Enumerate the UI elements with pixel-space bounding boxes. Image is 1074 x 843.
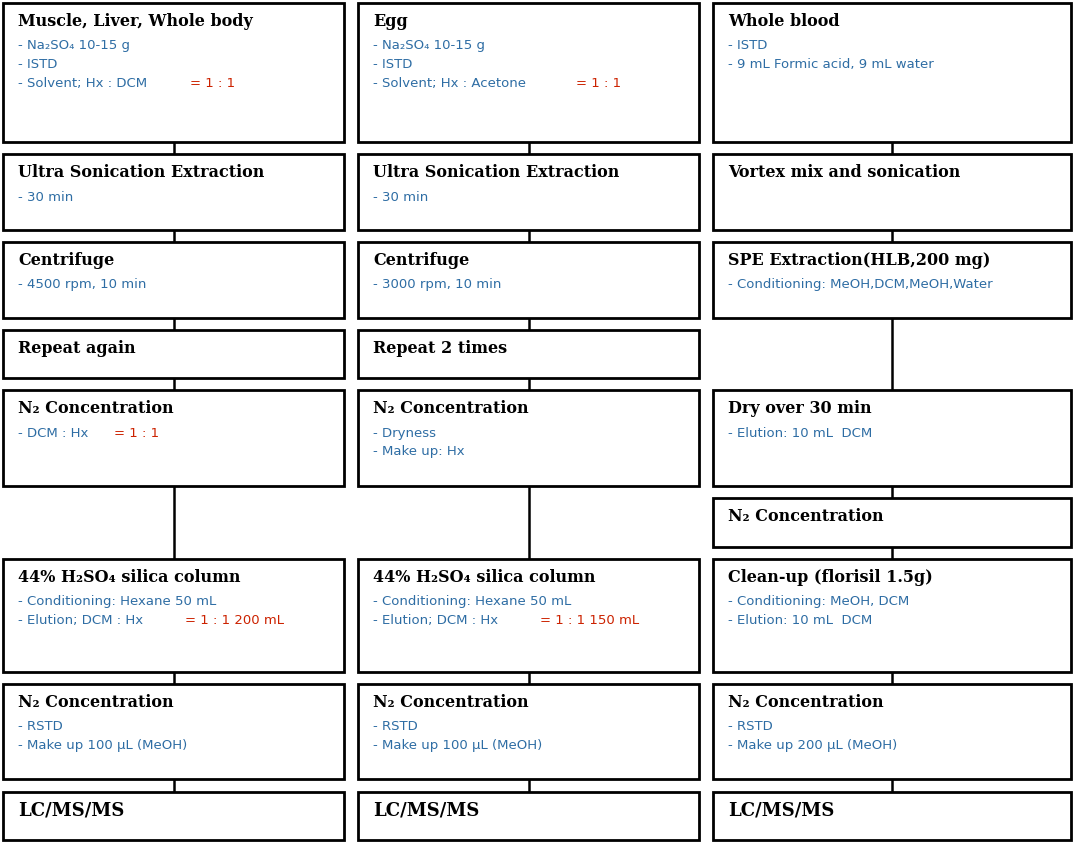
Text: N₂ Concentration: N₂ Concentration [373, 400, 528, 417]
Text: - Na₂SO₄ 10-15 g: - Na₂SO₄ 10-15 g [373, 40, 484, 52]
Text: - Dryness: - Dryness [373, 427, 436, 439]
Text: Repeat again: Repeat again [18, 340, 135, 357]
Text: = 1 : 1: = 1 : 1 [190, 77, 235, 89]
Bar [3, 792, 345, 840]
Text: - ISTD: - ISTD [373, 58, 412, 71]
Bar [713, 498, 1071, 546]
Bar [3, 559, 345, 672]
Text: - Conditioning: Hexane 50 mL: - Conditioning: Hexane 50 mL [373, 595, 571, 608]
Text: Egg: Egg [373, 13, 408, 30]
Text: - 30 min: - 30 min [18, 191, 73, 204]
Text: LC/MS/MS: LC/MS/MS [18, 802, 125, 819]
Text: - 30 min: - 30 min [373, 191, 429, 204]
Text: Repeat 2 times: Repeat 2 times [373, 340, 507, 357]
Text: = 1 : 1: = 1 : 1 [576, 77, 621, 89]
Text: 44% H₂SO₄ silica column: 44% H₂SO₄ silica column [373, 569, 595, 586]
Text: - Make up 100 μL (MeOH): - Make up 100 μL (MeOH) [373, 738, 542, 752]
Bar [358, 792, 699, 840]
Text: - Conditioning: Hexane 50 mL: - Conditioning: Hexane 50 mL [18, 595, 216, 608]
Text: - Elution; DCM : Hx: - Elution; DCM : Hx [18, 614, 147, 626]
Text: Centrifuge: Centrifuge [18, 252, 114, 269]
Bar [713, 242, 1071, 318]
Text: Ultra Sonication Extraction: Ultra Sonication Extraction [18, 164, 264, 181]
Text: - Conditioning: MeOH, DCM: - Conditioning: MeOH, DCM [728, 595, 909, 608]
Bar [3, 154, 345, 230]
Text: - 4500 rpm, 10 min: - 4500 rpm, 10 min [18, 278, 146, 292]
Text: - RSTD: - RSTD [373, 720, 418, 733]
Text: - Elution; DCM : Hx: - Elution; DCM : Hx [373, 614, 503, 626]
Text: SPE Extraction(HLB,200 mg): SPE Extraction(HLB,200 mg) [728, 252, 990, 269]
Text: N₂ Concentration: N₂ Concentration [728, 694, 884, 711]
Bar [713, 559, 1071, 672]
Text: - RSTD: - RSTD [728, 720, 772, 733]
Text: - Elution: 10 mL  DCM: - Elution: 10 mL DCM [728, 427, 872, 439]
Bar [358, 330, 699, 379]
Text: - Conditioning: MeOH,DCM,MeOH,Water: - Conditioning: MeOH,DCM,MeOH,Water [728, 278, 992, 292]
Text: - Make up 100 μL (MeOH): - Make up 100 μL (MeOH) [18, 738, 187, 752]
Text: - ISTD: - ISTD [18, 58, 57, 71]
Text: Clean-up (florisil 1.5g): Clean-up (florisil 1.5g) [728, 569, 932, 586]
Text: - RSTD: - RSTD [18, 720, 62, 733]
Bar [3, 3, 345, 142]
Text: - Solvent; Hx : Acetone: - Solvent; Hx : Acetone [373, 77, 531, 89]
Text: LC/MS/MS: LC/MS/MS [373, 802, 479, 819]
Text: - ISTD: - ISTD [728, 40, 767, 52]
Bar [713, 390, 1071, 486]
Bar [713, 792, 1071, 840]
Bar [358, 3, 699, 142]
Text: = 1 : 1 150 mL: = 1 : 1 150 mL [540, 614, 639, 626]
Bar [358, 154, 699, 230]
Text: Whole blood: Whole blood [728, 13, 840, 30]
Text: - Make up 200 μL (MeOH): - Make up 200 μL (MeOH) [728, 738, 897, 752]
Text: - Make up: Hx: - Make up: Hx [373, 445, 465, 459]
Text: Dry over 30 min: Dry over 30 min [728, 400, 871, 417]
Bar [3, 330, 345, 379]
Text: - 3000 rpm, 10 min: - 3000 rpm, 10 min [373, 278, 502, 292]
Bar [358, 242, 699, 318]
Text: N₂ Concentration: N₂ Concentration [18, 400, 174, 417]
Text: - DCM : Hx: - DCM : Hx [18, 427, 92, 439]
Text: Vortex mix and sonication: Vortex mix and sonication [728, 164, 960, 181]
Text: Centrifuge: Centrifuge [373, 252, 469, 269]
Text: 44% H₂SO₄ silica column: 44% H₂SO₄ silica column [18, 569, 241, 586]
Text: N₂ Concentration: N₂ Concentration [373, 694, 528, 711]
Bar [713, 684, 1071, 780]
Text: N₂ Concentration: N₂ Concentration [18, 694, 174, 711]
Text: N₂ Concentration: N₂ Concentration [728, 508, 884, 525]
Text: - Solvent; Hx : DCM: - Solvent; Hx : DCM [18, 77, 151, 89]
Text: LC/MS/MS: LC/MS/MS [728, 802, 834, 819]
Bar [713, 3, 1071, 142]
Bar [3, 242, 345, 318]
Bar [3, 390, 345, 486]
Bar [358, 559, 699, 672]
Text: - Na₂SO₄ 10-15 g: - Na₂SO₄ 10-15 g [18, 40, 130, 52]
Text: Muscle, Liver, Whole body: Muscle, Liver, Whole body [18, 13, 252, 30]
Text: = 1 : 1 200 mL: = 1 : 1 200 mL [185, 614, 284, 626]
Text: - Elution: 10 mL  DCM: - Elution: 10 mL DCM [728, 614, 872, 626]
Bar [3, 684, 345, 780]
Bar [358, 390, 699, 486]
Text: - 9 mL Formic acid, 9 mL water: - 9 mL Formic acid, 9 mL water [728, 58, 933, 71]
Bar [713, 154, 1071, 230]
Bar [358, 684, 699, 780]
Text: = 1 : 1: = 1 : 1 [114, 427, 159, 439]
Text: Ultra Sonication Extraction: Ultra Sonication Extraction [373, 164, 620, 181]
